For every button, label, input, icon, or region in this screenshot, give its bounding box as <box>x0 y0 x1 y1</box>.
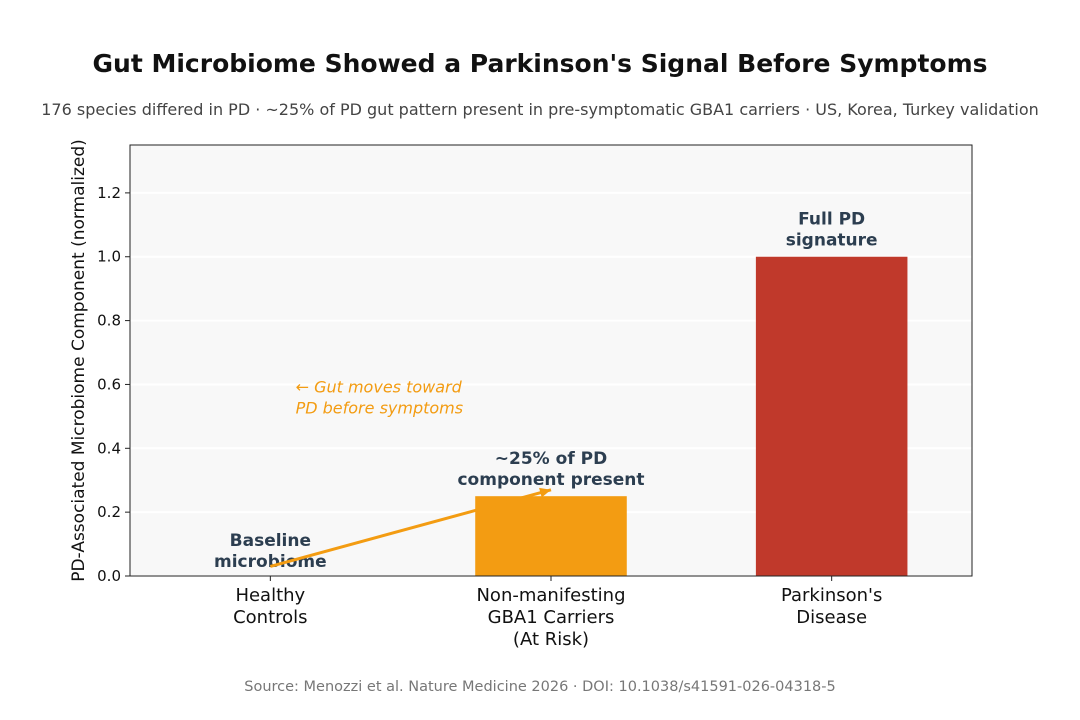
bar-value-label: Baseline <box>230 531 311 551</box>
bar-value-label: Full PD <box>798 210 865 230</box>
x-tick-label: Disease <box>796 607 867 628</box>
annotation-text: PD before symptoms <box>296 398 464 417</box>
y-tick-label: 0.4 <box>97 439 121 457</box>
bars-group <box>475 256 908 576</box>
bar-value-label: signature <box>786 231 878 251</box>
bar-value-label: ~25% of PD <box>495 449 607 469</box>
y-axis-label: PD-Associated Microbiome Component (norm… <box>69 139 89 582</box>
x-tick-label: Parkinson's <box>781 585 882 606</box>
y-axis-ticks: 0.0 0.2 0.4 0.6 0.8 1.0 1.2 <box>97 184 130 585</box>
annotation-arrowhead <box>539 487 551 498</box>
chart-subtitle: 176 species differed in PD · ~25% of PD … <box>41 100 1039 119</box>
y-tick-label: 0.0 <box>97 567 121 585</box>
bar-value-label: microbiome <box>214 552 327 572</box>
annotation-text: ← Gut moves toward <box>296 377 463 396</box>
bar <box>755 256 908 576</box>
annotation-arrow <box>269 488 552 568</box>
chart-title: Gut Microbiome Showed a Parkinson's Sign… <box>93 49 988 78</box>
x-tick-label: Healthy <box>235 585 305 606</box>
bar-value-label: component present <box>457 470 644 490</box>
y-tick-label: 1.2 <box>97 184 121 202</box>
y-tick-label: 0.6 <box>97 375 121 393</box>
source-note: Source: Menozzi et al. Nature Medicine 2… <box>244 679 836 695</box>
x-tick-label: (At Risk) <box>513 629 589 650</box>
y-tick-label: 0.8 <box>97 312 121 330</box>
x-tick-label: Non-manifesting <box>476 585 625 606</box>
x-tick-label: Controls <box>233 607 307 628</box>
x-tick-label: GBA1 Carriers <box>488 607 615 628</box>
y-tick-label: 1.0 <box>97 248 121 266</box>
annotation-group: ← Gut moves toward PD before symptoms <box>269 377 552 568</box>
bar <box>475 496 627 576</box>
y-tick-label: 0.2 <box>97 503 121 521</box>
